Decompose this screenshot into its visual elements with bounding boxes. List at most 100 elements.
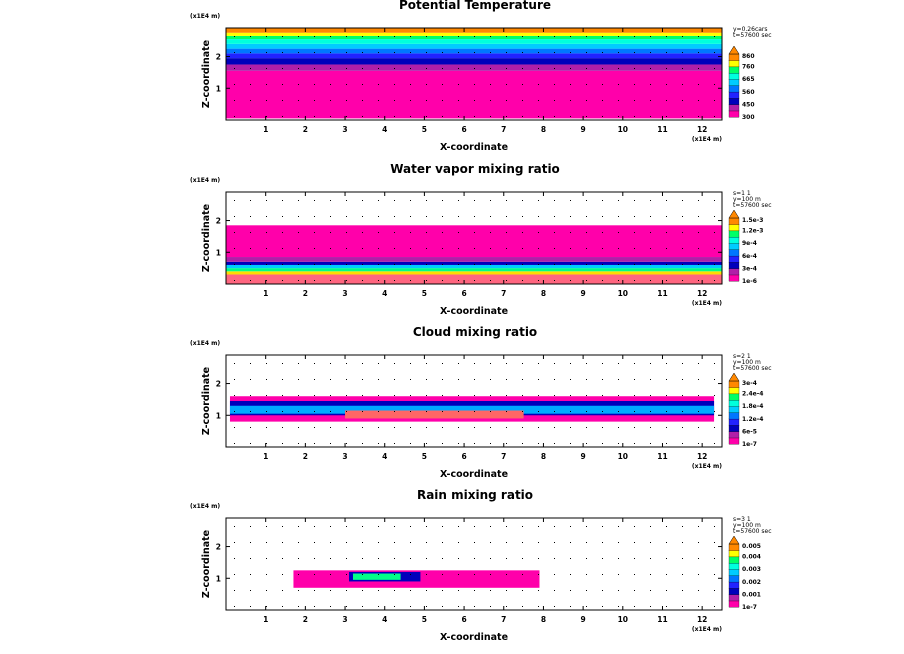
grid-dot bbox=[666, 248, 667, 249]
grid-dot bbox=[330, 68, 331, 69]
grid-dot bbox=[650, 280, 651, 281]
grid-dot bbox=[250, 443, 251, 444]
grid-dot bbox=[698, 574, 699, 575]
grid-dot bbox=[458, 68, 459, 69]
grid-dot bbox=[490, 264, 491, 265]
info-text: s=3 1 bbox=[733, 516, 751, 523]
grid-dot bbox=[474, 216, 475, 217]
grid-dot bbox=[698, 606, 699, 607]
grid-dot bbox=[618, 574, 619, 575]
grid-dot bbox=[362, 558, 363, 559]
grid-dot bbox=[506, 558, 507, 559]
grid-dot bbox=[330, 100, 331, 101]
grid-dot bbox=[250, 216, 251, 217]
grid-dot bbox=[538, 52, 539, 53]
field-layer bbox=[226, 58, 722, 65]
grid-dot bbox=[682, 100, 683, 101]
info-text: y=100 m bbox=[733, 522, 761, 529]
grid-dot bbox=[714, 363, 715, 364]
grid-dot bbox=[410, 590, 411, 591]
grid-dot bbox=[394, 606, 395, 607]
grid-dot bbox=[554, 116, 555, 117]
grid-dot bbox=[570, 116, 571, 117]
grid-dot bbox=[378, 248, 379, 249]
grid-dot bbox=[602, 542, 603, 543]
grid-dot bbox=[426, 379, 427, 380]
chart-panel-3: Cloud mixing ratio(x1E4 m)(x1E4 m)1 2 3 4 5 6… bbox=[190, 325, 772, 480]
colorbar: 1e-6 3e-4 6e-4 9e-4 1.2e-3 1.5e-3 bbox=[728, 209, 763, 285]
grid-dot bbox=[474, 606, 475, 607]
grid-dot bbox=[682, 52, 683, 53]
grid-dot bbox=[298, 68, 299, 69]
grid-dot bbox=[378, 100, 379, 101]
grid-dot bbox=[714, 248, 715, 249]
grid-dot bbox=[586, 411, 587, 412]
grid-dot bbox=[570, 363, 571, 364]
grid-dot bbox=[650, 379, 651, 380]
grid-dot bbox=[234, 232, 235, 233]
grid-dot bbox=[442, 68, 443, 69]
grid-dot bbox=[234, 542, 235, 543]
grid-dot bbox=[394, 52, 395, 53]
grid-dot bbox=[394, 248, 395, 249]
grid-dot bbox=[298, 590, 299, 591]
grid-dot bbox=[618, 116, 619, 117]
x-unit-label: (x1E4 m) bbox=[692, 136, 722, 143]
grid-dot bbox=[378, 84, 379, 85]
grid-dot bbox=[522, 427, 523, 428]
grid-dot bbox=[426, 264, 427, 265]
grid-dot bbox=[570, 574, 571, 575]
grid-dot bbox=[554, 200, 555, 201]
grid-dot bbox=[362, 542, 363, 543]
grid-dot bbox=[714, 411, 715, 412]
grid-dot bbox=[426, 52, 427, 53]
x-tick-label: 1 bbox=[263, 452, 268, 461]
grid-dot bbox=[474, 116, 475, 117]
grid-dot bbox=[234, 84, 235, 85]
grid-dot bbox=[330, 280, 331, 281]
colorbar-label: 1.2e-3 bbox=[742, 228, 763, 235]
x-tick-label: 2 bbox=[303, 615, 308, 624]
grid-dot bbox=[442, 411, 443, 412]
grid-dot bbox=[346, 248, 347, 249]
grid-dot bbox=[314, 542, 315, 543]
grid-dot bbox=[234, 558, 235, 559]
x-tick-label: 9 bbox=[581, 125, 586, 134]
grid-dot bbox=[266, 216, 267, 217]
colorbar-swatch bbox=[728, 110, 740, 118]
grid-dot bbox=[410, 558, 411, 559]
z-axis-label: Z-coordinate bbox=[201, 204, 212, 272]
grid-dot bbox=[602, 363, 603, 364]
grid-dot bbox=[266, 280, 267, 281]
grid-dot bbox=[522, 363, 523, 364]
grid-dot bbox=[458, 248, 459, 249]
grid-dot bbox=[426, 411, 427, 412]
grid-dot bbox=[362, 363, 363, 364]
grid-dot bbox=[362, 443, 363, 444]
grid-dot bbox=[618, 248, 619, 249]
colorbar-label: 1.2e-4 bbox=[742, 416, 763, 423]
grid-dot bbox=[538, 200, 539, 201]
plot-frame bbox=[225, 27, 723, 121]
grid-dot bbox=[602, 574, 603, 575]
grid-dot bbox=[634, 200, 635, 201]
field-layer bbox=[352, 573, 401, 580]
grid-dot bbox=[650, 395, 651, 396]
grid-dot bbox=[634, 264, 635, 265]
grid-dot bbox=[458, 264, 459, 265]
grid-dot bbox=[378, 558, 379, 559]
grid-dot bbox=[298, 100, 299, 101]
x-tick-label: 12 bbox=[697, 452, 707, 461]
grid-dot bbox=[298, 443, 299, 444]
grid-dot bbox=[314, 526, 315, 527]
grid-dot bbox=[410, 542, 411, 543]
grid-dot bbox=[346, 411, 347, 412]
grid-dot bbox=[234, 100, 235, 101]
grid-dot bbox=[426, 248, 427, 249]
grid-dots bbox=[234, 526, 715, 607]
grid-dot bbox=[394, 216, 395, 217]
grid-dot bbox=[346, 116, 347, 117]
grid-dot bbox=[442, 280, 443, 281]
grid-dot bbox=[586, 248, 587, 249]
grid-dot bbox=[714, 232, 715, 233]
